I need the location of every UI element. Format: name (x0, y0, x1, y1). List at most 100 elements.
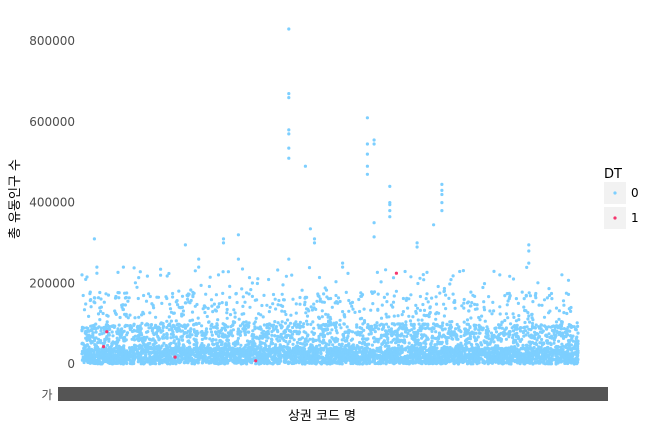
data-point-dt0 (249, 288, 253, 292)
data-point-dt0 (328, 331, 332, 335)
data-point-dt0 (99, 297, 103, 301)
data-point-dt0 (537, 335, 542, 339)
data-point-dt0 (409, 275, 413, 279)
data-point-dt0 (469, 304, 473, 308)
data-point-dt0 (204, 360, 208, 364)
data-point-dt0 (111, 334, 115, 338)
data-point-dt0 (142, 357, 146, 361)
data-point-dt0 (122, 344, 126, 348)
data-point-dt0 (522, 305, 526, 309)
data-point-dt0 (180, 294, 185, 298)
data-point-dt0 (189, 288, 193, 292)
data-point-dt0 (82, 308, 87, 312)
data-point-dt0 (447, 296, 451, 300)
data-point-dt0 (142, 312, 146, 316)
data-point-dt0 (124, 295, 128, 300)
data-point-dt0 (469, 316, 473, 320)
data-point-dt0 (144, 299, 149, 303)
data-point-dt0 (217, 302, 221, 306)
data-point-dt0 (315, 344, 319, 348)
data-point-dt0 (437, 311, 441, 315)
data-point-dt0 (362, 328, 366, 332)
data-point-dt0 (320, 315, 324, 319)
data-point-dt0 (372, 357, 377, 361)
data-point-dt0 (480, 343, 484, 347)
data-point-dt0 (214, 332, 218, 336)
data-point-dt0 (126, 299, 130, 303)
data-point-dt0 (505, 303, 509, 307)
data-point-dt0 (412, 322, 416, 326)
data-point-dt0 (376, 292, 380, 296)
data-point-dt0 (180, 329, 185, 333)
data-point-dt0 (369, 331, 373, 335)
data-point-dt0 (379, 280, 383, 284)
data-point-dt0 (267, 344, 271, 348)
data-point-dt0 (298, 330, 302, 334)
data-point-dt0 (468, 325, 472, 329)
data-point-dt0 (260, 341, 264, 345)
data-point-dt0 (396, 314, 400, 318)
data-point-dt0 (430, 329, 434, 333)
data-point-dt0 (160, 301, 164, 305)
data-point-dt0 (188, 347, 192, 351)
data-point-dt0 (301, 325, 305, 329)
data-point-dt0 (284, 339, 288, 344)
data-point-dt0 (216, 345, 221, 349)
data-point-dt0 (418, 294, 422, 299)
data-point-dt0 (407, 297, 411, 301)
data-point-dt0 (224, 301, 228, 305)
data-point-dt0 (300, 336, 305, 340)
data-point-dt0 (167, 271, 171, 276)
data-point-dt0 (157, 344, 161, 348)
data-point-dt0 (297, 352, 301, 356)
data-point-dt0 (134, 344, 138, 348)
data-point-dt0 (355, 325, 359, 329)
data-point-dt0 (177, 342, 181, 346)
data-point-dt0 (443, 327, 447, 331)
data-point-dt0 (428, 310, 432, 315)
data-point-dt0 (454, 327, 458, 331)
data-point-dt0 (147, 292, 151, 296)
data-point-dt0 (524, 294, 528, 298)
data-point-dt0 (271, 292, 276, 297)
data-point-dt0 (303, 347, 307, 351)
data-point-dt0 (280, 320, 284, 324)
data-point-dt0 (519, 326, 523, 330)
data-point-dt0 (504, 337, 508, 341)
data-point-dt0 (416, 281, 420, 286)
data-point-dt0 (93, 296, 97, 300)
data-point-dt0 (392, 314, 396, 318)
data-point-dt0 (165, 296, 169, 301)
data-point-dt0 (294, 355, 298, 359)
data-point-dt0 (243, 330, 247, 334)
data-point-dt0 (440, 340, 444, 344)
data-point-dt0 (148, 341, 152, 345)
data-point-dt0 (424, 297, 428, 301)
data-point-dt0 (223, 328, 228, 332)
data-point-dt0 (209, 330, 214, 334)
data-point-dt0 (306, 333, 310, 337)
data-point-dt0 (523, 320, 527, 325)
data-point-dt0 (357, 297, 361, 302)
data-point-dt0 (103, 340, 107, 344)
data-point-dt0 (326, 327, 330, 332)
data-point-dt0 (371, 302, 375, 306)
data-point-dt0 (339, 326, 343, 330)
data-point-dt0 (133, 281, 137, 285)
data-point-dt0 (475, 338, 479, 342)
data-point-dt0 (329, 296, 333, 301)
data-point-dt0 (391, 305, 395, 309)
data-point-dt0 (209, 298, 214, 302)
data-point-dt0 (338, 323, 342, 327)
data-point-dt0 (386, 340, 390, 345)
data-point-dt0 (445, 323, 449, 327)
data-point-dt0 (283, 321, 288, 325)
data-point-dt0 (401, 296, 405, 301)
data-point-dt0 (177, 338, 181, 342)
data-point-dt0 (506, 316, 510, 320)
data-point-dt0 (125, 324, 130, 328)
data-point-dt0 (207, 343, 211, 347)
data-point-dt0 (408, 319, 413, 323)
data-point-dt0 (117, 338, 121, 342)
